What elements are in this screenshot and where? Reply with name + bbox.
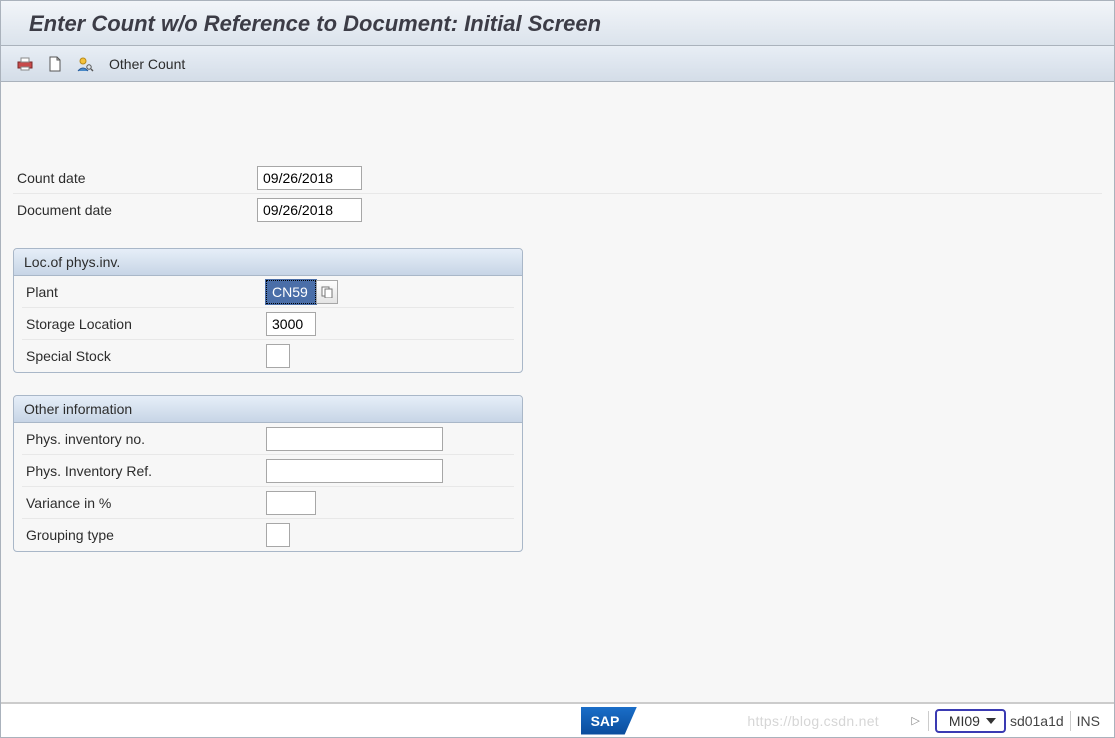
special-stock-input[interactable] xyxy=(266,344,290,368)
system-id: sd01a1d xyxy=(1010,713,1064,729)
chevron-right-icon[interactable]: ▷ xyxy=(911,714,919,727)
other-count-button[interactable]: Other Count xyxy=(109,56,185,72)
grouping-type-row: Grouping type xyxy=(22,519,514,551)
separator xyxy=(928,711,929,731)
count-date-label: Count date xyxy=(13,170,257,186)
loc-phys-inv-title: Loc.of phys.inv. xyxy=(14,249,522,276)
plant-input[interactable] xyxy=(266,280,316,304)
count-date-row: Count date xyxy=(13,162,1102,194)
phys-inv-ref-input[interactable] xyxy=(266,459,443,483)
page-title: Enter Count w/o Reference to Document: I… xyxy=(29,11,601,36)
grouping-type-label: Grouping type xyxy=(22,527,266,543)
sap-logo-text: SAP xyxy=(581,707,637,735)
document-date-row: Document date xyxy=(13,194,1102,226)
tcode-dropdown[interactable]: MI09 xyxy=(935,709,1006,733)
variance-row: Variance in % xyxy=(22,487,514,519)
app-window: Enter Count w/o Reference to Document: I… xyxy=(0,0,1115,738)
plant-f4-button[interactable] xyxy=(316,280,338,304)
separator xyxy=(1070,711,1071,731)
grouping-type-input[interactable] xyxy=(266,523,290,547)
count-date-input[interactable] xyxy=(257,166,362,190)
phys-inv-no-input[interactable] xyxy=(266,427,443,451)
content-area: Count date Document date Loc.of phys.inv… xyxy=(1,82,1114,703)
watermark-text: https://blog.csdn.net xyxy=(747,713,879,729)
tcode-value: MI09 xyxy=(949,713,980,729)
document-date-input[interactable] xyxy=(257,198,362,222)
storage-location-row: Storage Location xyxy=(22,308,514,340)
phys-inv-no-label: Phys. inventory no. xyxy=(22,431,266,447)
plant-label: Plant xyxy=(22,284,266,300)
storage-location-input[interactable] xyxy=(266,312,316,336)
phys-inv-ref-label: Phys. Inventory Ref. xyxy=(22,463,266,479)
toolbar: Other Count xyxy=(1,46,1114,82)
title-bar: Enter Count w/o Reference to Document: I… xyxy=(1,1,1114,46)
plant-row: Plant xyxy=(22,276,514,308)
user-search-icon[interactable] xyxy=(75,54,95,74)
special-stock-row: Special Stock xyxy=(22,340,514,372)
storage-location-label: Storage Location xyxy=(22,316,266,332)
variance-label: Variance in % xyxy=(22,495,266,511)
loc-phys-inv-group: Loc.of phys.inv. Plant Storage Location … xyxy=(13,248,523,373)
other-information-title: Other information xyxy=(14,396,522,423)
phys-inv-ref-row: Phys. Inventory Ref. xyxy=(22,455,514,487)
chevron-down-icon xyxy=(986,718,996,724)
sap-logo: SAP xyxy=(581,707,637,735)
variance-input[interactable] xyxy=(266,491,316,515)
phys-inv-no-row: Phys. inventory no. xyxy=(22,423,514,455)
status-bar: SAP https://blog.csdn.net ▷ MI09 sd01a1d… xyxy=(1,703,1114,737)
document-icon[interactable] xyxy=(45,54,65,74)
other-information-group: Other information Phys. inventory no. Ph… xyxy=(13,395,523,552)
special-stock-label: Special Stock xyxy=(22,348,266,364)
print-icon[interactable] xyxy=(15,54,35,74)
insert-mode: INS xyxy=(1077,713,1100,729)
document-date-label: Document date xyxy=(13,202,257,218)
